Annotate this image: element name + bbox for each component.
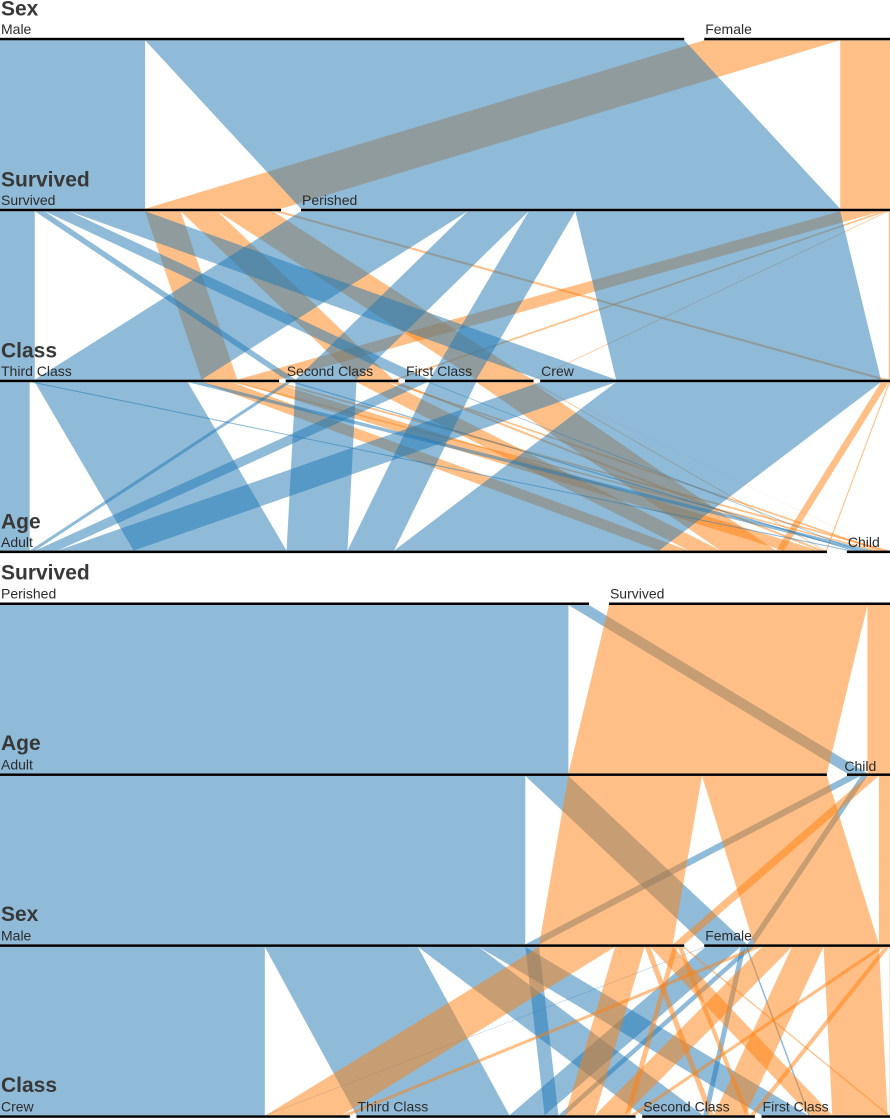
svg-text:Adult: Adult xyxy=(1,757,33,773)
svg-text:Second Class: Second Class xyxy=(643,1099,729,1115)
svg-text:First Class: First Class xyxy=(763,1099,829,1115)
svg-text:Class: Class xyxy=(1,339,57,362)
svg-text:Adult: Adult xyxy=(1,534,33,550)
svg-text:Survived: Survived xyxy=(1,192,55,208)
svg-text:Age: Age xyxy=(1,510,41,533)
svg-text:Third Class: Third Class xyxy=(357,1099,428,1115)
svg-text:Female: Female xyxy=(705,928,752,944)
svg-text:Perished: Perished xyxy=(302,192,357,208)
svg-text:Class: Class xyxy=(1,1074,57,1097)
svg-text:First Class: First Class xyxy=(406,363,472,379)
svg-text:Crew: Crew xyxy=(541,363,575,379)
svg-text:Child: Child xyxy=(848,534,880,550)
svg-text:Age: Age xyxy=(1,732,41,755)
svg-text:Perished: Perished xyxy=(1,586,56,602)
svg-text:Third Class: Third Class xyxy=(1,363,72,379)
svg-text:Sex: Sex xyxy=(1,0,39,21)
svg-text:Female: Female xyxy=(705,21,752,37)
svg-text:Survived: Survived xyxy=(1,168,90,191)
svg-text:Male: Male xyxy=(1,21,32,37)
svg-text:Second Class: Second Class xyxy=(287,363,373,379)
svg-text:Male: Male xyxy=(1,928,32,944)
svg-text:Sex: Sex xyxy=(1,903,39,926)
svg-text:Survived: Survived xyxy=(610,586,664,602)
svg-text:Child: Child xyxy=(844,758,876,774)
svg-text:Survived: Survived xyxy=(1,561,90,584)
svg-text:Crew: Crew xyxy=(1,1099,35,1115)
